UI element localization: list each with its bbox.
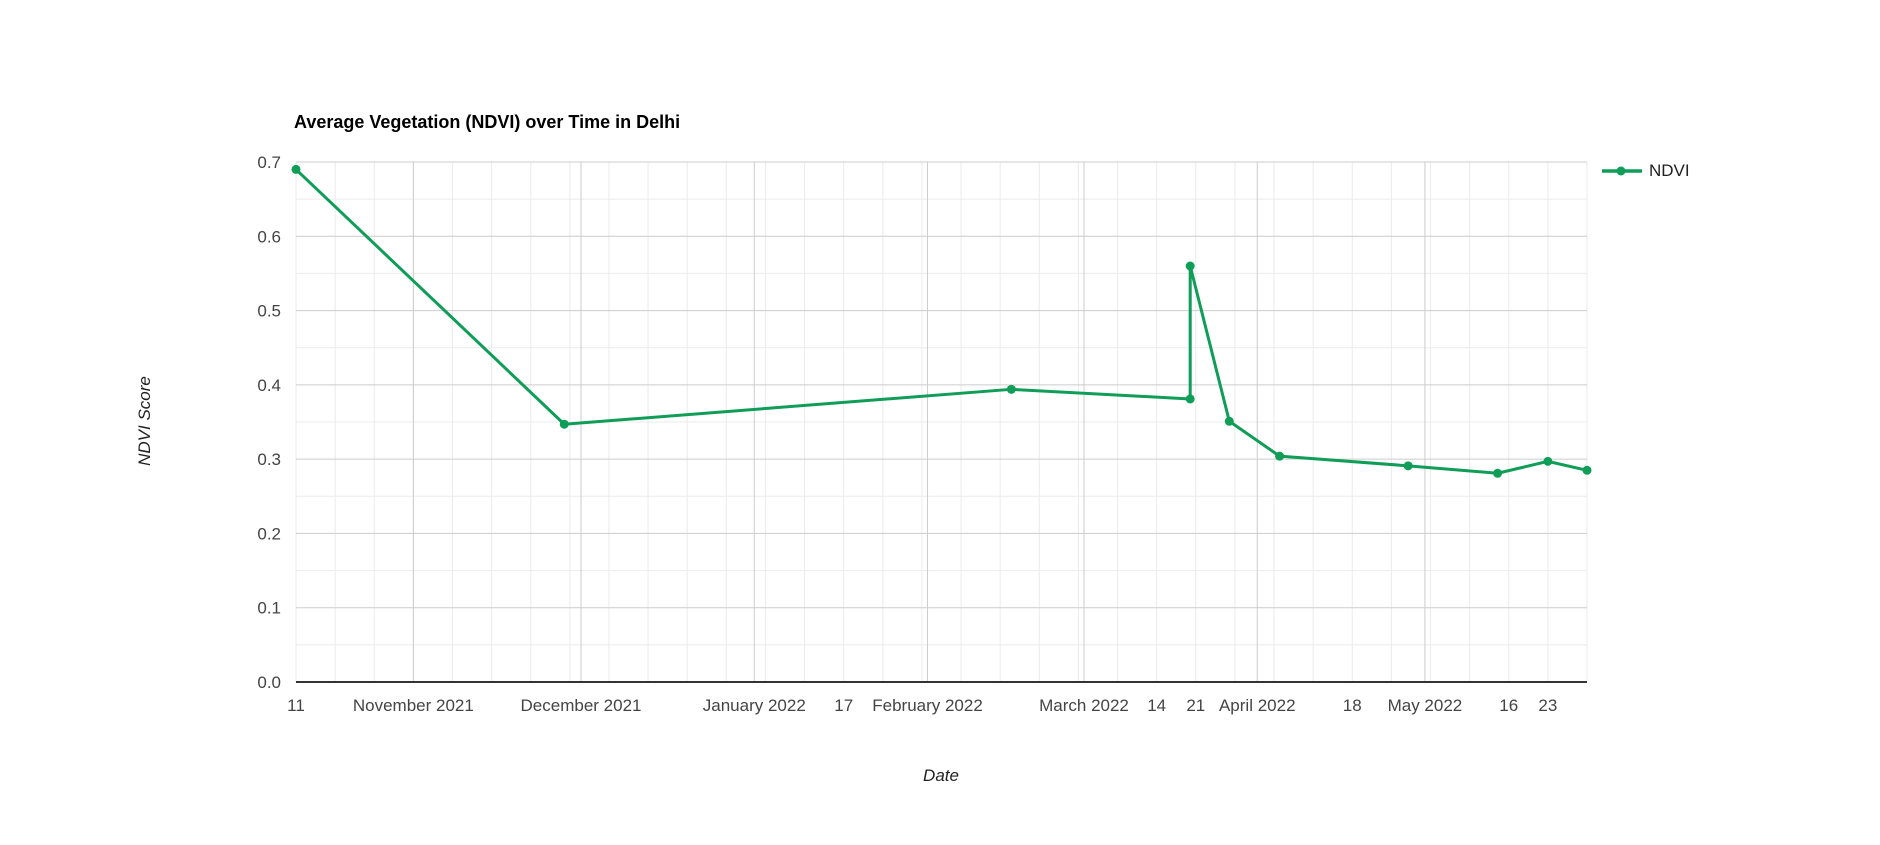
ndvi-series-line[interactable] bbox=[294, 167, 1589, 475]
x-tick-label-month: March 2022 bbox=[1039, 696, 1129, 715]
y-tick-label: 0.6 bbox=[257, 227, 281, 246]
ndvi-data-point[interactable] bbox=[1185, 261, 1195, 271]
ndvi-data-point[interactable] bbox=[1224, 416, 1234, 426]
x-tick-label-month: February 2022 bbox=[872, 696, 983, 715]
y-tick-label: 0.7 bbox=[257, 153, 281, 172]
y-tick-label: 0.4 bbox=[257, 376, 281, 395]
y-axis-title: NDVI Score bbox=[135, 376, 154, 466]
x-tick-label-day: 21 bbox=[1186, 696, 1205, 715]
ndvi-data-point[interactable] bbox=[1582, 465, 1592, 475]
x-tick-label-day: 14 bbox=[1147, 696, 1166, 715]
x-axis-title: Date bbox=[923, 766, 959, 785]
x-tick-label-month: December 2021 bbox=[521, 696, 642, 715]
x-tick-label-day: 17 bbox=[834, 696, 853, 715]
ndvi-data-point[interactable] bbox=[1543, 456, 1553, 466]
chart-title: Average Vegetation (NDVI) over Time in D… bbox=[294, 112, 681, 132]
x-tick-label-day: 18 bbox=[1343, 696, 1362, 715]
y-tick-label: 0.1 bbox=[257, 599, 281, 618]
x-tick-label-month: January 2022 bbox=[703, 696, 806, 715]
x-tick-label-month: November 2021 bbox=[353, 696, 474, 715]
x-tick-label-day: 11 bbox=[287, 696, 305, 715]
y-tick-label: 0.2 bbox=[257, 524, 281, 543]
x-tick-label-month: May 2022 bbox=[1388, 696, 1463, 715]
y-tick-label: 0.0 bbox=[257, 673, 281, 692]
y-tick-label: 0.3 bbox=[257, 450, 281, 469]
ndvi-data-point[interactable] bbox=[1185, 394, 1195, 404]
ndvi-data-point[interactable] bbox=[291, 164, 301, 174]
x-tick-label-month: April 2022 bbox=[1219, 696, 1296, 715]
ndvi-data-point[interactable] bbox=[1493, 468, 1503, 478]
legend-line-marker-icon bbox=[1602, 166, 1642, 176]
legend-label-ndvi: NDVI bbox=[1649, 161, 1690, 180]
ndvi-data-point[interactable] bbox=[1275, 451, 1285, 461]
x-tick-label-day: 16 bbox=[1499, 696, 1518, 715]
ndvi-data-point[interactable] bbox=[559, 419, 569, 429]
x-tick-label-day: 23 bbox=[1538, 696, 1557, 715]
ndvi-data-point[interactable] bbox=[1403, 461, 1413, 471]
y-tick-label: 0.5 bbox=[257, 302, 281, 321]
legend: NDVI bbox=[1602, 161, 1690, 181]
ndvi-data-point[interactable] bbox=[1006, 384, 1016, 394]
